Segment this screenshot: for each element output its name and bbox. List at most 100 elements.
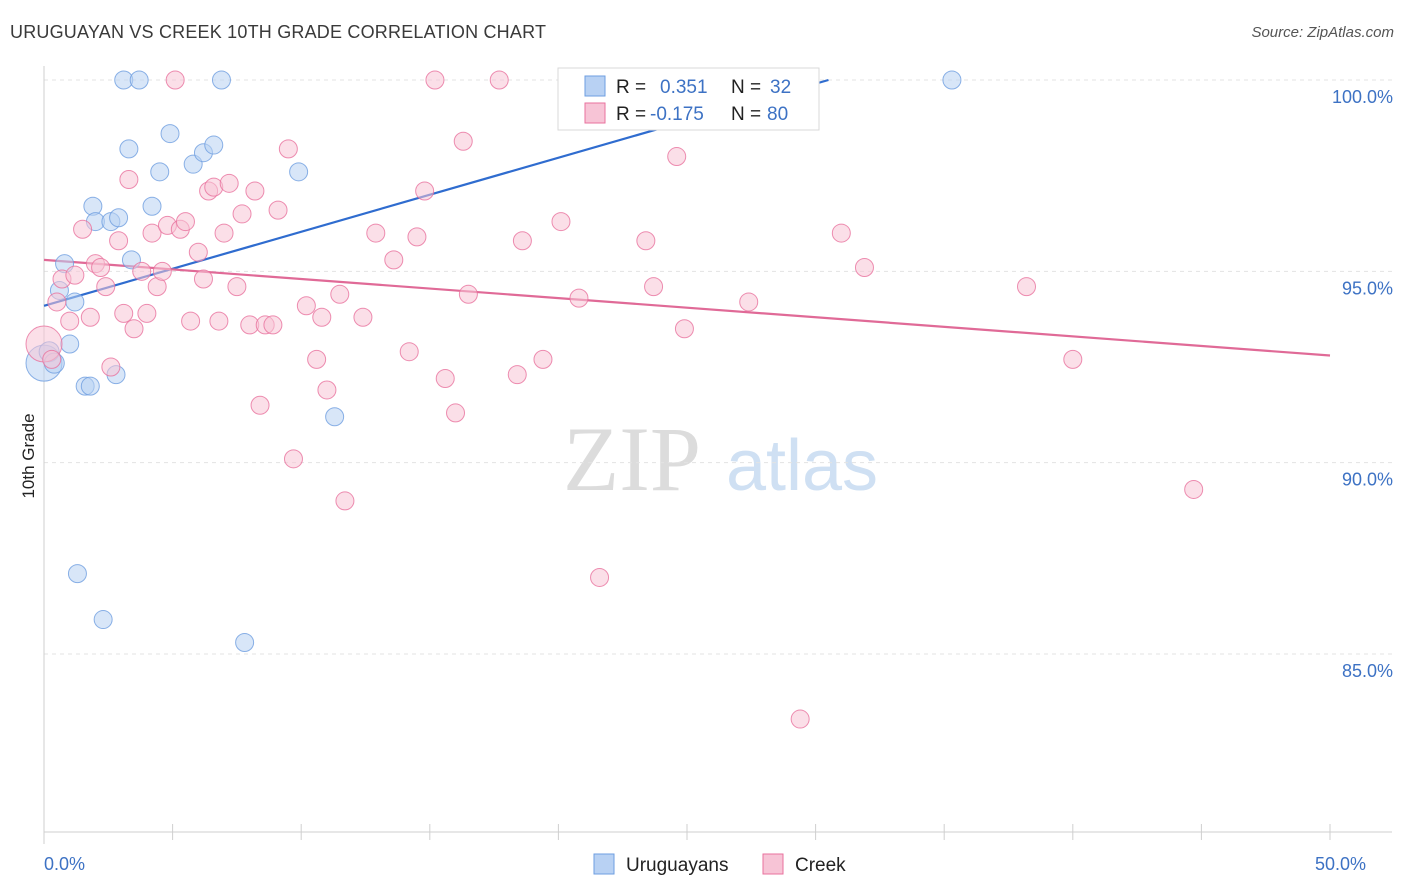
grid-lines [44,79,1392,655]
uruguayans-point [150,162,170,182]
creek-point [831,223,851,243]
creek-point [569,288,589,308]
uruguayans-point [211,70,231,90]
uruguayans-point [289,162,309,182]
creek-point [42,349,62,369]
creek-point [96,277,116,297]
data-points [25,70,1204,729]
uruguayans-point [80,376,100,396]
y-axis-title: 10th Grade [19,413,38,498]
stats-legend: R = 0.351 N = 32 R = -0.175 N = 80 [557,67,820,131]
creek-point [425,70,445,90]
creek-point [407,227,427,247]
creek-point [312,307,332,327]
watermark-zip: ZIP [563,408,701,510]
creek-point [366,223,386,243]
creek-point [399,342,419,362]
creek-point [435,368,455,388]
uruguayans-point [129,70,149,90]
uruguayans-point [65,292,85,312]
creek-point [193,269,213,289]
creek-point [65,265,85,285]
uruguayans-point [60,334,80,354]
creek-point [590,567,610,587]
creek-point [219,173,239,193]
creek-point [245,181,265,201]
uruguayans-point [119,139,139,159]
uruguayans-point [160,124,180,144]
creek-point [446,403,466,423]
creek-point [739,292,759,312]
creek-point [142,223,162,243]
uruguayans-point [142,196,162,216]
creek-point [551,212,571,232]
creek-point [188,242,208,262]
creek-point [227,277,247,297]
creek-trend-line [43,258,1331,357]
legend-r-label-1: R = [616,77,646,98]
uruguayans-point [942,70,962,90]
creek-point [268,200,288,220]
creek-point [250,395,270,415]
x-tick-label: 0.0% [44,854,85,874]
creek-point [80,307,100,327]
creek-point [317,380,337,400]
creek-point [636,231,656,251]
creek-point [330,284,350,304]
creek-point [101,357,121,377]
creek-point [283,449,303,469]
legend-n-label-1: N = [731,77,761,98]
creek-point [644,277,664,297]
creek-point [489,70,509,90]
creek-point [507,365,527,385]
legend-n-label-2: N = [731,104,761,125]
y-tick-label: 90.0% [1342,470,1393,490]
creek-point [263,315,283,335]
uruguayans-point [235,633,255,653]
creek-point [114,303,134,323]
creek-point [335,491,355,511]
creek-point [667,147,687,167]
x-tick-label: 50.0% [1315,854,1366,874]
creek-point [458,284,478,304]
creek-point [181,311,201,331]
watermark-atlas: atlas [726,426,878,506]
y-tick-label: 85.0% [1342,661,1393,681]
legend-r-value-1: 0.351 [660,77,708,98]
creek-point [152,261,172,281]
creek-point [60,311,80,331]
axes [43,66,1392,844]
uruguayans-point [109,208,129,228]
tick-labels: 100.0% 95.0% 90.0% 85.0% 0.0% 50.0% [44,87,1393,874]
creek-point [137,303,157,323]
legend-swatch-uruguayans [584,75,606,97]
creek-point [73,219,93,239]
creek-point [353,307,373,327]
creek-point [296,296,316,316]
creek-point [453,131,473,151]
legend-n-value-1: 32 [770,77,791,98]
creek-point [119,169,139,189]
series-legend: Uruguayans Creek [593,853,846,876]
bottom-legend-swatch-uruguayans [593,853,615,875]
bottom-legend-label-creek: Creek [795,855,846,876]
creek-point [512,231,532,251]
creek-point [1063,349,1083,369]
legend-swatch-creek [584,102,606,124]
uruguayans-point [325,407,345,427]
uruguayans-point [204,135,224,155]
creek-point [1184,479,1204,499]
creek-point [165,70,185,90]
legend-n-value-2: 80 [767,104,788,125]
y-tick-label: 100.0% [1332,87,1393,107]
bottom-legend-label-uruguayans: Uruguayans [626,855,728,876]
creek-point [175,212,195,232]
creek-point [674,319,694,339]
creek-point [278,139,298,159]
chart-title: URUGUAYAN VS CREEK 10TH GRADE CORRELATIO… [10,22,547,42]
creek-point [209,311,229,331]
creek-point [124,319,144,339]
creek-point [1017,277,1037,297]
creek-point [109,231,129,251]
